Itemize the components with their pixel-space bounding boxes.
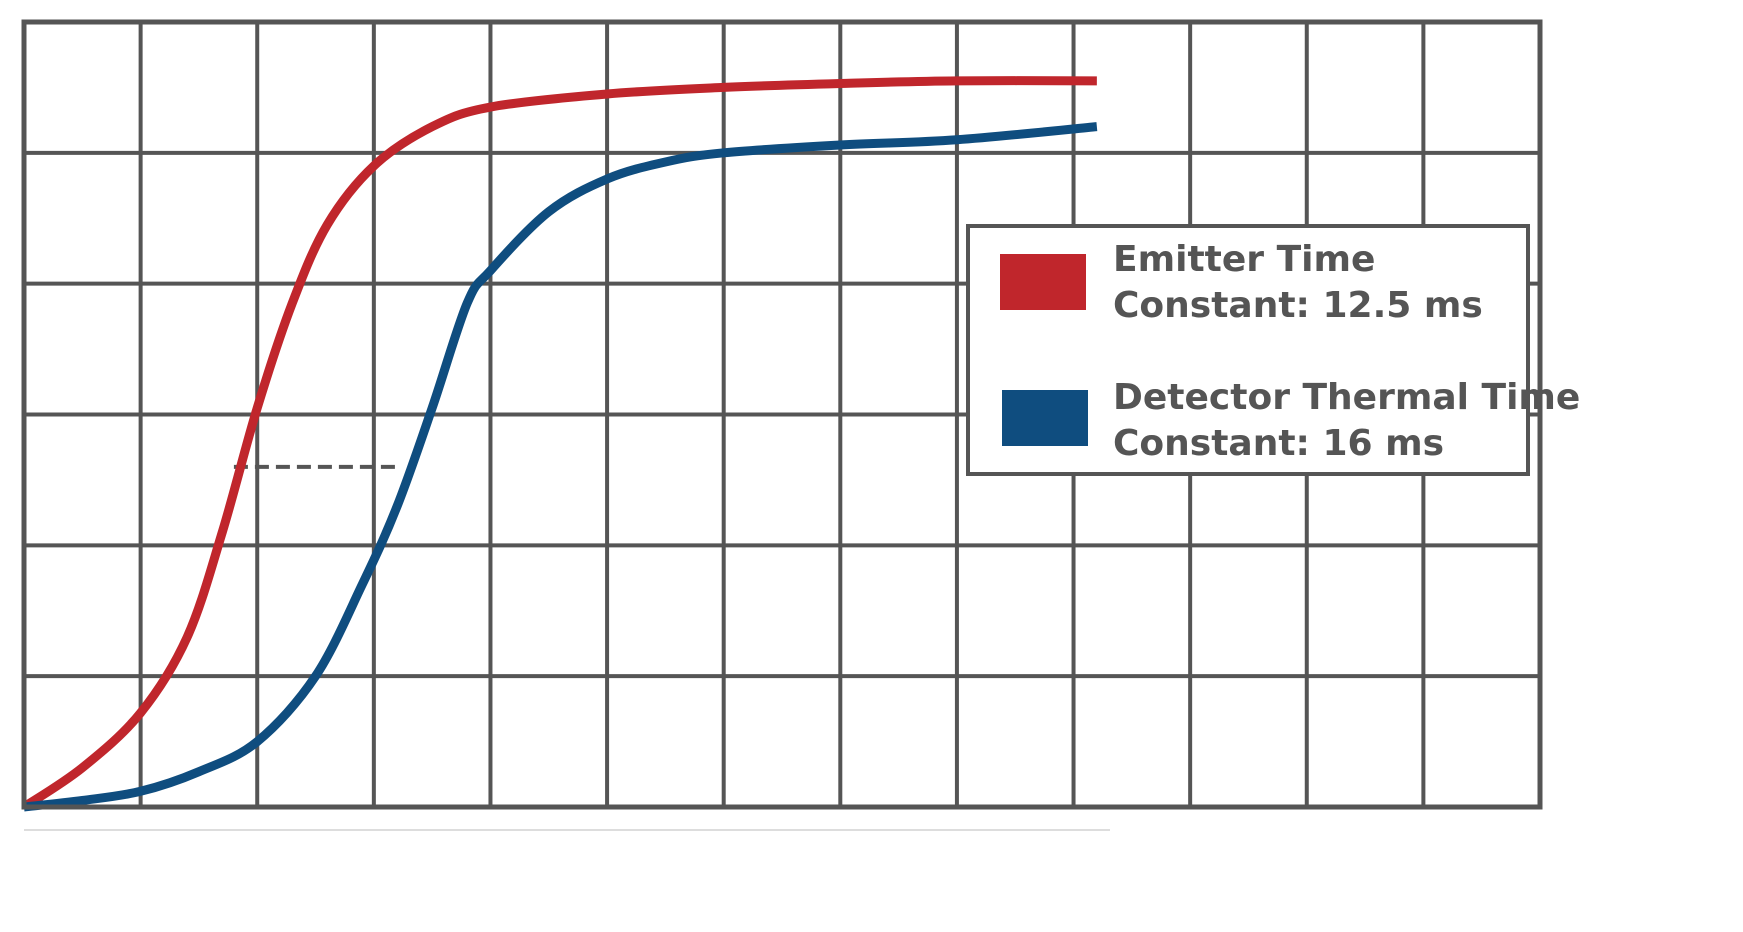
- legend-label-emitter-line1: Emitter Time: [1113, 239, 1375, 280]
- legend-swatch-emitter: [1000, 254, 1086, 310]
- legend-label-emitter-line2: Constant: 12.5 ms: [1113, 285, 1483, 326]
- plot-frame: [21, 19, 1543, 810]
- series-line-emitter: [21, 76, 1097, 811]
- legend: Emitter Time Constant: 12.5 ms Detector …: [966, 224, 1580, 476]
- legend-label-detector-line2: Constant: 16 ms: [1113, 423, 1444, 464]
- series-group: [21, 76, 1098, 812]
- legend-label-detector-line1: Detector Thermal Time: [1113, 377, 1580, 418]
- legend-swatch-detector: [1002, 390, 1088, 446]
- series-line-detector: [23, 122, 1098, 812]
